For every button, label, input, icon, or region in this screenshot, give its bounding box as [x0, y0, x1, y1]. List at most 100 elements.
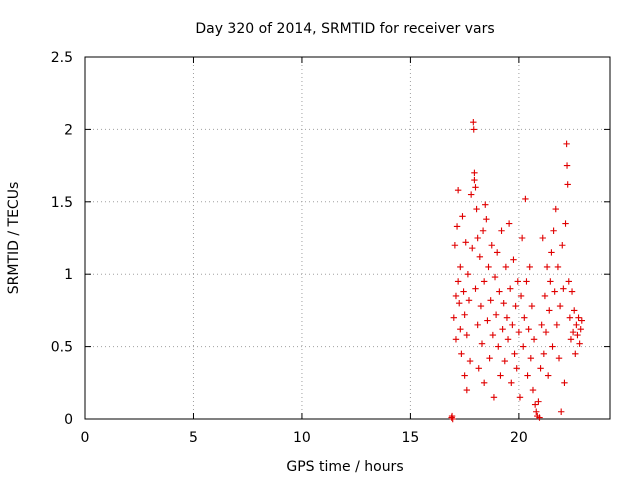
y-tick-label: 0 — [64, 412, 73, 428]
data-point — [462, 239, 469, 246]
data-point — [547, 278, 554, 285]
data-point — [451, 242, 459, 249]
data-point — [480, 278, 488, 285]
data-point — [540, 350, 548, 358]
data-point — [500, 299, 507, 307]
data-point — [474, 321, 481, 329]
x-tick-label: 0 — [81, 430, 90, 446]
data-point — [467, 191, 475, 198]
data-point — [563, 162, 571, 169]
x-axis-label: GPS time / hours — [286, 459, 403, 475]
data-point — [513, 365, 520, 372]
data-point — [531, 401, 539, 408]
data-point — [572, 350, 579, 358]
data-point — [546, 307, 553, 314]
data-point — [493, 249, 501, 256]
data-point — [544, 372, 552, 379]
data-point — [529, 386, 537, 394]
data-point — [460, 288, 467, 295]
data-point — [522, 195, 529, 203]
data-point — [552, 205, 559, 213]
data-point — [456, 299, 463, 307]
data-point — [475, 365, 482, 372]
data-point — [525, 326, 532, 333]
data-point — [499, 326, 506, 333]
data-point — [548, 249, 555, 256]
data-point — [560, 285, 567, 292]
data-point — [564, 181, 571, 188]
data-point — [483, 215, 490, 223]
data-point — [478, 340, 486, 347]
data-point — [484, 317, 491, 324]
data-point — [485, 263, 492, 271]
data-point — [477, 302, 485, 310]
data-point — [471, 169, 478, 177]
x-tick-label: 20 — [510, 430, 528, 446]
data-point — [452, 336, 460, 343]
data-point — [535, 398, 542, 405]
data-point — [492, 311, 500, 318]
y-axis-label: SRMTID / TECUs — [6, 182, 22, 295]
data-point — [515, 328, 523, 336]
data-point — [574, 331, 581, 339]
data-point — [504, 336, 512, 343]
data-point — [488, 242, 495, 249]
data-point — [542, 328, 550, 336]
data-point — [449, 415, 456, 423]
plot-area-frame — [84, 56, 611, 420]
data-point — [486, 354, 493, 362]
data-point — [465, 297, 473, 304]
data-point — [509, 321, 516, 329]
data-point — [479, 227, 487, 234]
data-point — [482, 201, 489, 208]
y-tick-label: 2.5 — [51, 50, 73, 66]
data-point — [528, 302, 536, 310]
data-point — [561, 379, 568, 386]
data-point — [505, 220, 513, 227]
data-point — [576, 340, 583, 347]
data-point — [471, 176, 478, 184]
data-point — [487, 297, 494, 304]
data-point — [510, 256, 517, 263]
data-point — [472, 184, 479, 191]
data-point — [541, 292, 549, 300]
data-point — [571, 307, 578, 314]
data-point — [507, 285, 514, 292]
x-tick-label: 15 — [401, 430, 419, 446]
data-point — [490, 394, 498, 401]
data-point — [526, 263, 533, 271]
data-point — [539, 234, 546, 242]
data-point — [463, 386, 471, 394]
data-point — [543, 263, 551, 271]
data-point — [450, 314, 458, 321]
data-point — [577, 326, 584, 333]
data-point — [567, 336, 575, 343]
data-point — [575, 314, 582, 321]
data-point — [457, 263, 464, 271]
data-point — [489, 331, 497, 339]
gridlines — [85, 57, 610, 419]
data-point — [480, 379, 488, 386]
chart-title: Day 320 of 2014, SRMTID for receiver var… — [195, 21, 494, 37]
data-point — [549, 343, 556, 350]
data-point — [511, 350, 518, 358]
data-point — [514, 278, 521, 285]
data-point — [569, 328, 577, 336]
data-point — [530, 336, 538, 343]
data-point — [466, 357, 474, 365]
data-point — [495, 343, 502, 350]
axis-ticks — [84, 56, 610, 420]
data-point — [501, 357, 508, 365]
data-point — [565, 278, 572, 285]
data-points — [448, 118, 585, 423]
data-point — [464, 271, 472, 278]
data-point — [469, 244, 476, 252]
data-point — [497, 372, 504, 379]
data-point — [555, 354, 563, 362]
data-point — [454, 278, 462, 285]
data-point — [563, 140, 570, 148]
data-point — [461, 372, 468, 379]
data-point — [457, 326, 464, 333]
data-point — [562, 220, 569, 227]
